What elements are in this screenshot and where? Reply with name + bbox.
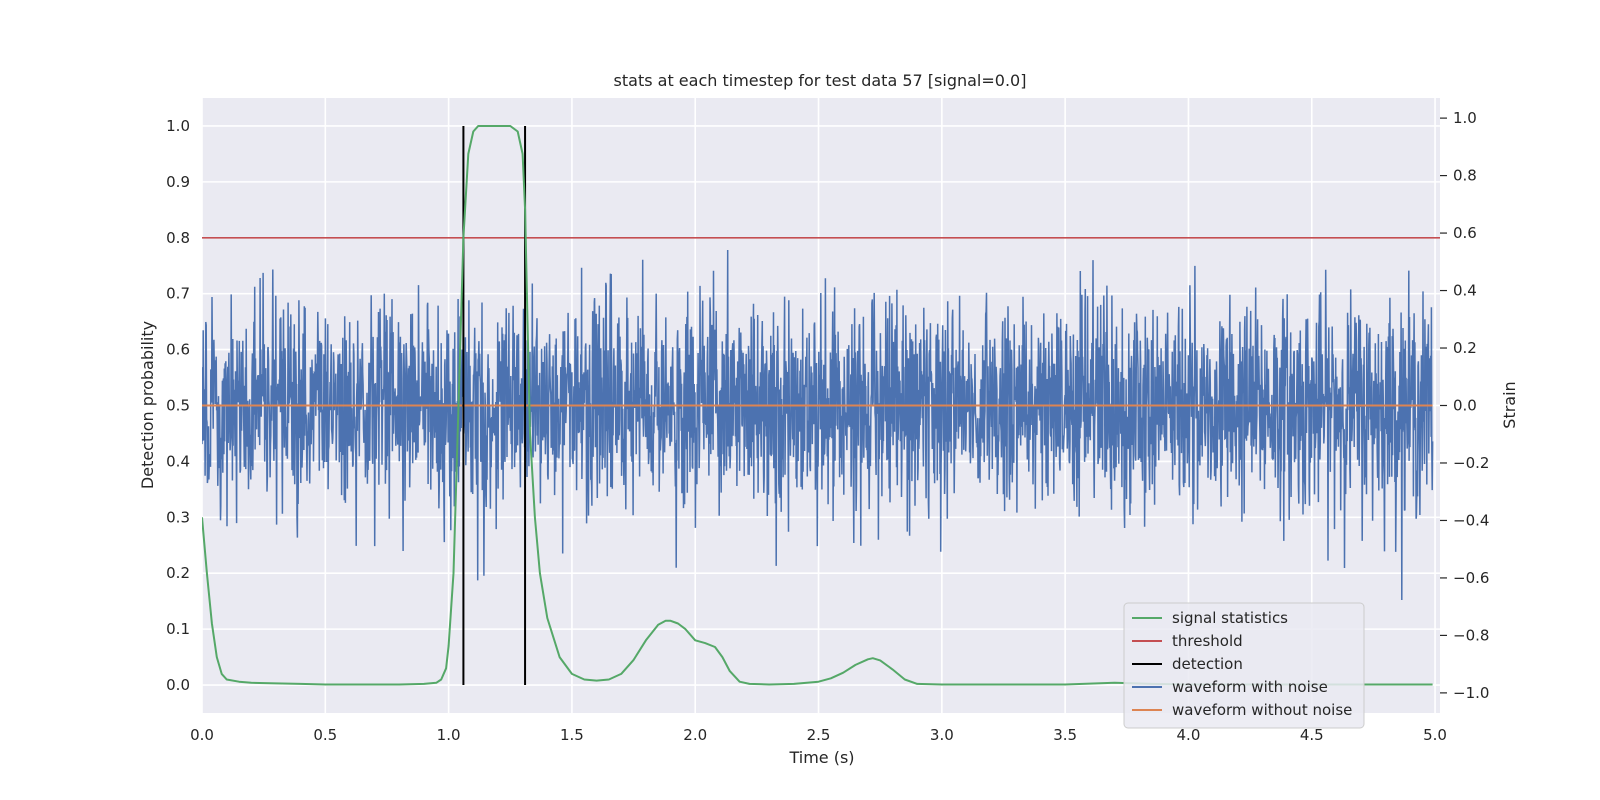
y-right-tick-label-5: 0.0 [1453, 397, 1477, 415]
x-axis-label: Time (s) [788, 748, 854, 767]
y-right-tick-label-2: −0.6 [1453, 569, 1489, 587]
y-right-tick-label-7: 0.4 [1453, 282, 1477, 300]
y-left-tick-label-8: 0.8 [166, 229, 190, 247]
x-axis: 0.0 0.5 1.0 1.5 2.0 2.5 3.0 3.5 4.0 4.5 5.0 [190, 726, 1447, 744]
y-left-tick-label-2: 0.2 [166, 564, 190, 582]
y-left-tick-label-3: 0.3 [166, 508, 190, 526]
legend-label-1: threshold [1172, 632, 1243, 650]
waveform-with-noise-series [202, 249, 1434, 601]
signal-statistics-line [202, 125, 1433, 686]
y-right-tick-label-9: 0.8 [1453, 167, 1477, 185]
x-tick-label-5: 2.5 [807, 726, 831, 744]
y-left-tick-label-10: 1.0 [166, 117, 190, 135]
legend-label-2: detection [1172, 655, 1243, 673]
y-right-tick-label-8: 0.6 [1453, 224, 1477, 242]
legend-label-3: waveform with noise [1172, 678, 1328, 696]
y-left-tick-label-9: 0.9 [166, 173, 190, 191]
x-tick-label-7: 3.5 [1053, 726, 1077, 744]
legend: signal statistics threshold detection wavef… [1123, 602, 1365, 729]
x-tick-label-0: 0.0 [190, 726, 214, 744]
x-tick-label-1: 0.5 [313, 726, 337, 744]
y-axis-left-label: Detection probability [138, 321, 157, 489]
y-left-tick-label-7: 0.7 [166, 285, 190, 303]
legend-label-0: signal statistics [1172, 609, 1288, 627]
y-left-tick-label-1: 0.1 [166, 620, 190, 638]
y-left-tick-label-6: 0.6 [166, 341, 190, 359]
x-tick-label-3: 1.5 [560, 726, 584, 744]
x-tick-label-6: 3.0 [930, 726, 954, 744]
legend-label-4: waveform without noise [1172, 701, 1352, 719]
chart-title: stats at each timestep for test data 57 … [614, 71, 1027, 90]
y-right-tick-label-0: −1.0 [1453, 684, 1489, 702]
y-right-tick-label-3: −0.4 [1453, 511, 1489, 529]
y-right-tick-label-6: 0.2 [1453, 339, 1477, 357]
x-tick-label-9: 4.5 [1300, 726, 1324, 744]
x-tick-label-8: 4.0 [1177, 726, 1201, 744]
y-right-tick-label-4: −0.2 [1453, 454, 1489, 472]
y-left-tick-label-0: 0.0 [166, 676, 190, 694]
waveform-with-noise-line [202, 249, 1434, 601]
y-axis-right-label: Strain [1500, 381, 1519, 428]
series-layer [202, 125, 1440, 686]
y-left-tick-label-4: 0.4 [166, 452, 190, 470]
y-axis-left: 0.0 0.1 0.2 0.3 0.4 0.5 0.6 0.7 0.8 0.9 1.0 [166, 117, 190, 694]
legend-box [1123, 602, 1365, 729]
x-tick-label-4: 2.0 [683, 726, 707, 744]
y-axis-right: −1.0 −0.8 −0.6 −0.4 −0.2 0.0 0.2 0.4 0.6 0.8 1.0 [1440, 109, 1489, 702]
y-right-tick-label-10: 1.0 [1453, 109, 1477, 127]
y-right-tick-label-1: −0.8 [1453, 626, 1489, 644]
x-tick-label-10: 5.0 [1423, 726, 1447, 744]
y-left-tick-label-5: 0.5 [166, 397, 190, 415]
x-tick-label-2: 1.0 [437, 726, 461, 744]
